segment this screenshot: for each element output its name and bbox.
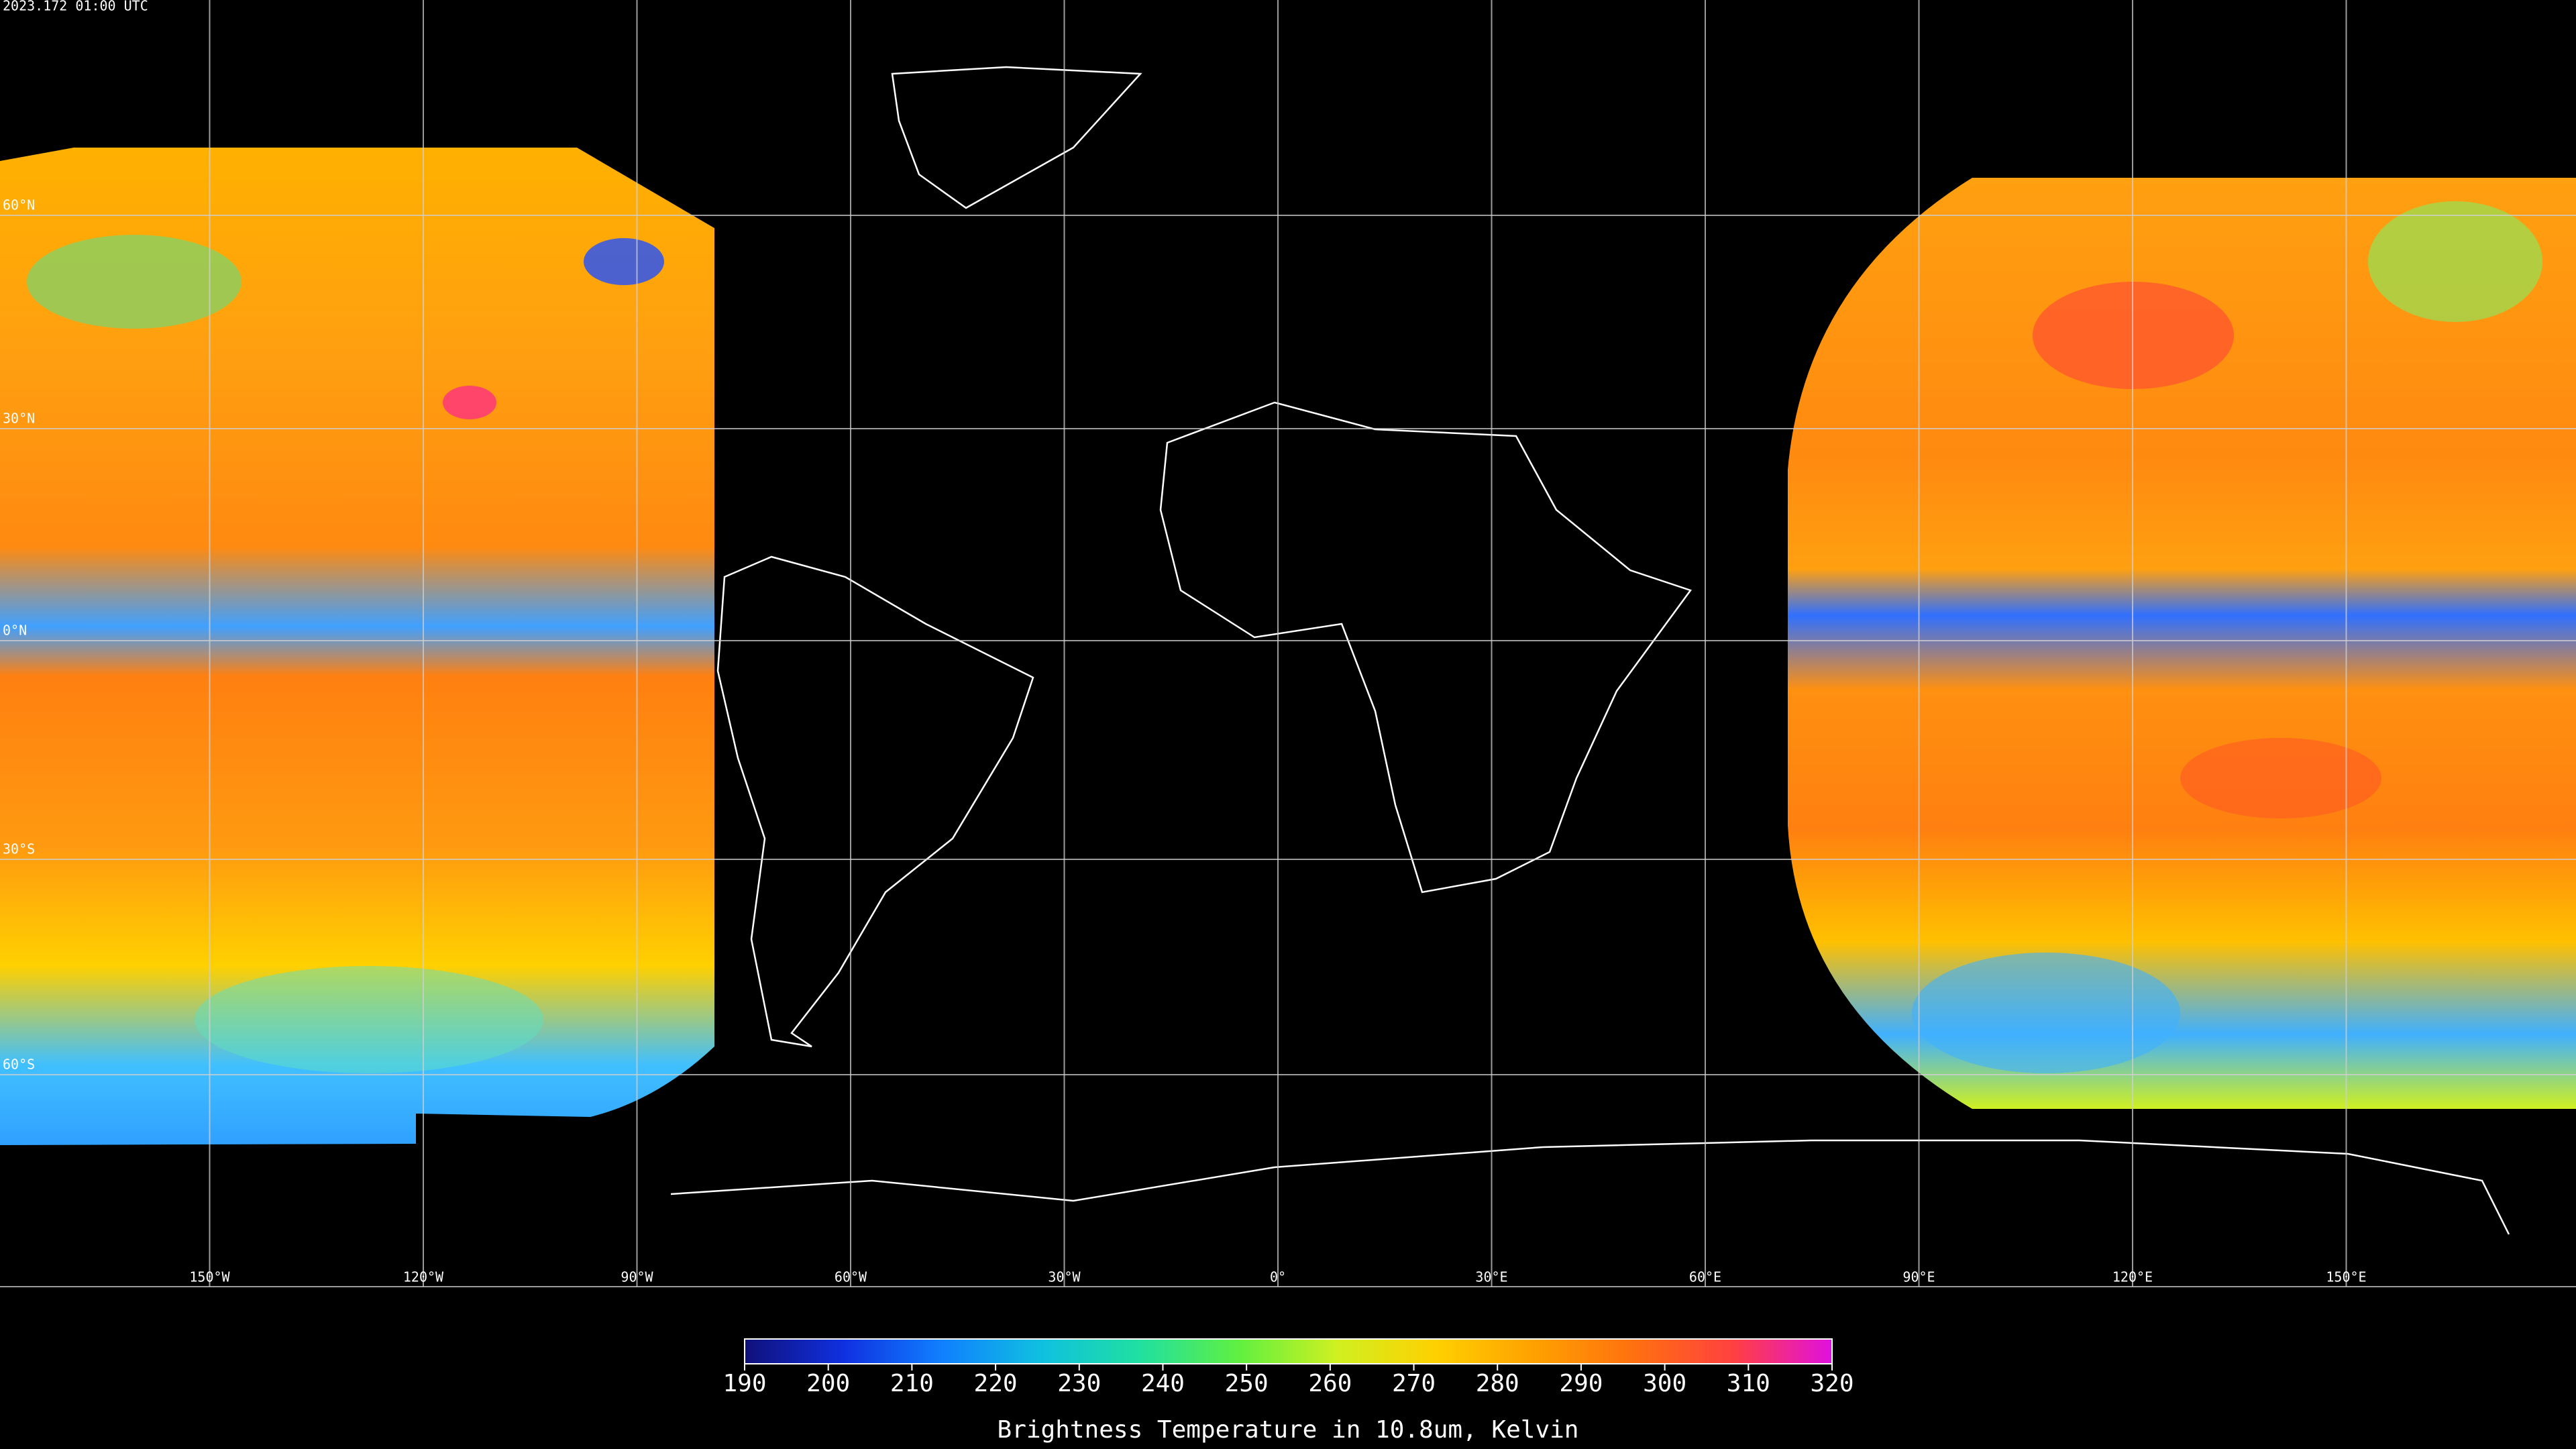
colorbar-tick-label: 240	[1141, 1370, 1185, 1397]
imagery-west	[0, 148, 714, 1145]
lon-label: 0°	[1270, 1269, 1286, 1285]
cloud	[443, 386, 496, 419]
satellite-imagery	[0, 148, 2576, 1145]
graticule: 150°W 120°W 90°W 60°W 30°W 0° 30°E 60°E 90°E 120°…	[0, 0, 2576, 1287]
colorbar-tick-label: 310	[1727, 1370, 1770, 1397]
colorbar-tick-label: 320	[1810, 1370, 1854, 1397]
colorbar-ramp	[744, 1338, 1833, 1364]
lat-label: 0°N	[3, 623, 27, 639]
lon-label: 60°W	[835, 1269, 867, 1285]
lat-label: 30°N	[3, 411, 35, 427]
coastline	[1159, 401, 1693, 894]
colorbar-tick-label: 220	[974, 1370, 1018, 1397]
cloud	[195, 966, 543, 1073]
lon-label: 120°W	[403, 1269, 444, 1285]
coastline	[716, 555, 1034, 1048]
coastlines	[670, 66, 2510, 1235]
colorbar-tick-label: 270	[1392, 1370, 1436, 1397]
lon-label: 90°W	[621, 1269, 653, 1285]
colorbar-label: Brightness Temperature in 10.8um, Kelvin	[998, 1416, 1579, 1444]
lon-label: 30°E	[1475, 1269, 1507, 1285]
colorbar-tick-label: 290	[1559, 1370, 1603, 1397]
lon-label: 90°E	[1902, 1269, 1935, 1285]
lon-label: 150°W	[189, 1269, 230, 1285]
lon-label: 30°W	[1048, 1269, 1081, 1285]
colorbar-tick-label: 190	[722, 1370, 766, 1397]
colorbar-tick-label: 260	[1308, 1370, 1352, 1397]
cloud	[584, 238, 664, 285]
colorbar-tick-label: 300	[1643, 1370, 1686, 1397]
cloud	[2368, 201, 2542, 322]
colorbar-tick-label: 230	[1057, 1370, 1101, 1397]
lon-label: 60°E	[1689, 1269, 1721, 1285]
lon-label: 150°E	[2326, 1269, 2366, 1285]
lat-label: 60°N	[3, 197, 35, 213]
lon-label: 120°E	[2112, 1269, 2153, 1285]
cloud	[1912, 953, 2180, 1073]
colorbar-tick-label: 200	[806, 1370, 850, 1397]
colorbar: Brightness Temperature in 10.8um, Kelvin…	[722, 1338, 1854, 1444]
timestamp: 2023.172 01:00 UTC	[3, 0, 148, 14]
cloud	[2180, 738, 2381, 818]
coastline	[670, 1139, 2510, 1235]
lat-label: 30°S	[3, 841, 35, 857]
cloud	[27, 235, 241, 329]
colorbar-tick-label: 210	[890, 1370, 934, 1397]
lat-label: 60°S	[3, 1057, 35, 1073]
colorbar-tick-label: 280	[1476, 1370, 1519, 1397]
coastline	[891, 66, 1142, 209]
imagery-east	[1788, 178, 2576, 1109]
colorbar-tick-label: 250	[1225, 1370, 1269, 1397]
